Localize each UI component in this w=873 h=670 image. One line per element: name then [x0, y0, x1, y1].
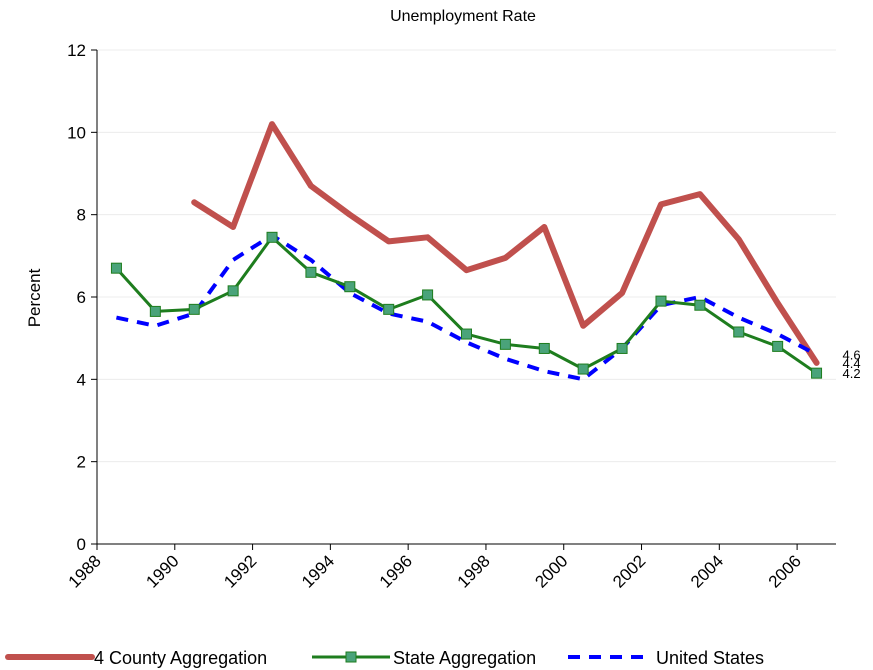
data-point-marker: [577, 363, 589, 375]
data-point-marker: [499, 338, 511, 350]
y-tick-label: 8: [77, 206, 86, 225]
data-point-marker: [110, 262, 122, 274]
data-point-marker: [733, 326, 745, 338]
series-line-4-county-aggregation: [191, 121, 820, 366]
y-tick-label: 2: [77, 453, 86, 472]
x-tick-label: 2000: [531, 551, 571, 591]
data-point-marker: [422, 289, 434, 301]
data-point-marker: [461, 328, 472, 340]
legend-label: United States: [656, 648, 764, 668]
x-tick-label: 1990: [142, 551, 182, 591]
x-tick-label: 2002: [609, 551, 649, 591]
y-tick-labels: 0 2 4 6 8 10 12: [67, 41, 86, 554]
y-tick-label: 10: [67, 123, 86, 142]
x-tick-label: 1988: [65, 551, 105, 591]
x-tick-label: 1992: [220, 551, 260, 591]
x-tick-labels: 1988 1990 1992 1994 1996 1998 2000 2002 2004 2006: [65, 551, 805, 591]
data-point-marker: [538, 342, 550, 354]
data-point-marker: [811, 367, 823, 379]
y-tick-label: 4: [77, 370, 86, 389]
y-axis-label: Percent: [25, 268, 44, 327]
series-lines: [110, 121, 823, 382]
data-point-marker: [616, 342, 628, 354]
y-tick-label: 12: [67, 41, 86, 60]
legend: 4 County Aggregation State Aggregation Uni…: [5, 648, 764, 668]
data-point-marker: [344, 281, 356, 293]
end-value-labels: 4.44.2 4.6: [843, 348, 861, 382]
end-value-label: 4.4: [843, 356, 861, 371]
axes: [91, 49, 836, 550]
x-tick-label: 1996: [376, 551, 416, 591]
data-point-marker: [266, 231, 278, 243]
series-line-united-states: [115, 233, 818, 382]
x-tick-label: 2006: [765, 551, 805, 591]
data-point-marker: [655, 295, 667, 307]
x-tick-label: 1998: [454, 551, 494, 591]
y-tick-label: 6: [77, 288, 86, 307]
data-point-marker: [383, 303, 395, 315]
gridlines: [97, 49, 836, 463]
y-tick-label: 0: [77, 535, 86, 554]
data-point-marker: [149, 305, 161, 317]
data-point-marker: [694, 299, 706, 311]
x-tick-label: 1994: [298, 551, 338, 591]
end-value-label: 4.2: [843, 366, 861, 381]
legend-label: State Aggregation: [393, 648, 536, 668]
data-point-marker: [772, 340, 784, 352]
data-point-marker: [305, 266, 317, 278]
legend-label: 4 County Aggregation: [94, 648, 267, 668]
data-point-marker: [188, 303, 200, 315]
x-tick-label: 2004: [687, 551, 727, 591]
end-value-label: 4.6: [843, 348, 861, 363]
chart-title: Unemployment Rate: [390, 8, 536, 25]
legend-marker: [345, 651, 357, 663]
data-point-marker: [227, 285, 239, 297]
